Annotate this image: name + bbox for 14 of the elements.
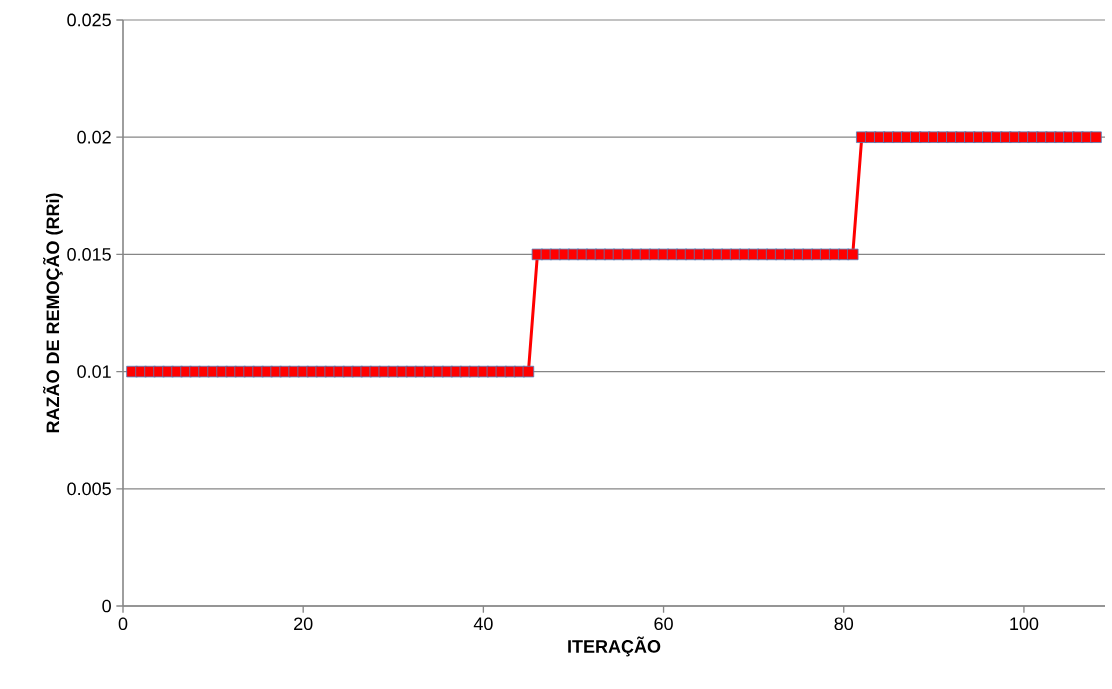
y-tick-label: 0.015 [67,248,111,261]
y-tick-label: 0.005 [67,482,111,496]
x-tick-label: 100 [1010,617,1039,631]
y-tick-label: 0.01 [77,365,111,378]
x-tick-label: 40 [473,617,493,631]
y-tick-label: 0 [102,599,111,613]
y-axis-title: RAZÃO DE REMOÇÃO (RRi) [43,193,63,433]
x-tick-label: 60 [654,617,673,631]
y-tick-label: 0.025 [67,13,111,27]
x-tick-label: 0 [118,617,128,631]
x-tick-label: 80 [834,617,854,631]
x-tick-label: 20 [294,617,313,631]
x-axis-title: ITERAÇÃO [568,636,661,657]
y-tick-label: 0.02 [77,130,111,144]
